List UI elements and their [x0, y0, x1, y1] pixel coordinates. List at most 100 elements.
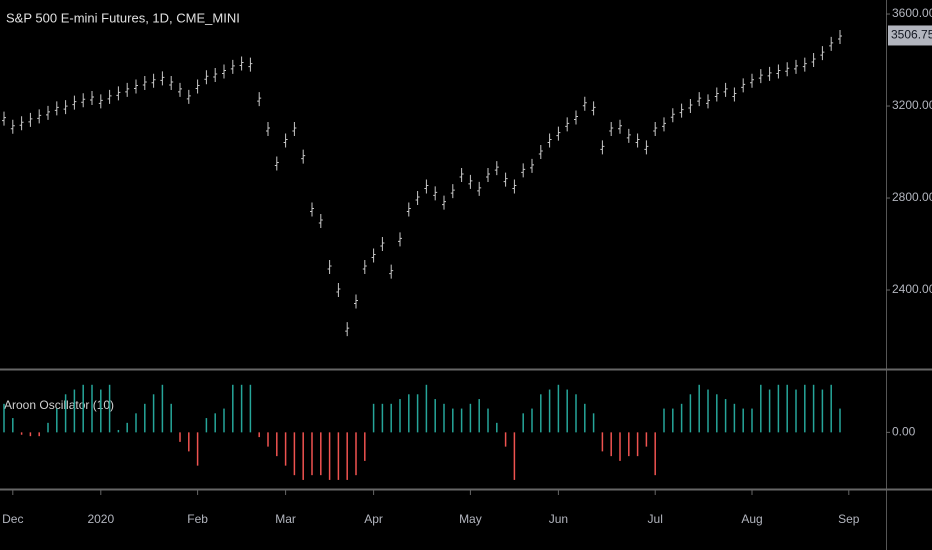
oscillator-bar	[760, 384, 762, 433]
price-bar	[547, 133, 552, 148]
price-bar-stroke	[72, 95, 77, 110]
price-bar	[354, 294, 358, 309]
price-bar	[389, 264, 394, 279]
price-bar-stroke	[257, 92, 262, 107]
price-bar	[503, 172, 508, 187]
oscillator-bar	[276, 432, 278, 457]
price-bar	[248, 57, 253, 72]
price-bar	[362, 260, 367, 275]
price-bar-stroke	[670, 108, 675, 123]
oscillator-bar	[724, 399, 727, 433]
oscillator-bar	[205, 418, 208, 433]
price-bar-stroke	[609, 122, 614, 137]
price-bar-stroke	[486, 168, 490, 183]
price-bar-stroke	[169, 76, 174, 91]
price-bar-stroke	[406, 202, 411, 217]
price-bar-stroke	[46, 105, 50, 120]
price-bar	[697, 92, 702, 107]
price-bar-stroke	[380, 237, 385, 252]
price-bar-stroke	[19, 116, 24, 131]
oscillator-bar	[91, 384, 93, 433]
price-bar	[530, 158, 534, 173]
chart-title: S&P 500 E-mini Futures, 1D, CME_MINI	[6, 10, 240, 25]
oscillator-bar	[267, 432, 269, 447]
oscillator-bar	[804, 384, 806, 433]
oscillator-bar	[223, 408, 225, 433]
price-bar	[81, 93, 86, 108]
price-bar	[556, 126, 561, 141]
price-bar-stroke	[222, 64, 226, 79]
price-bar	[142, 76, 147, 91]
price-bar	[186, 89, 191, 104]
price-bar-stroke	[741, 78, 746, 93]
oscillator-bar	[513, 432, 516, 480]
price-bar	[829, 36, 834, 51]
price-bar	[626, 128, 631, 143]
price-bar	[794, 59, 798, 74]
price-bar	[116, 86, 121, 101]
price-bar-stroke	[54, 101, 59, 116]
oscillator-bar	[73, 389, 76, 433]
price-bar	[477, 181, 482, 196]
oscillator-bar	[795, 389, 797, 433]
oscillator-bar	[469, 403, 472, 433]
oscillator-bar	[240, 384, 243, 433]
price-bar-stroke	[178, 82, 182, 97]
oscillator-bar	[654, 432, 656, 476]
price-bar	[433, 186, 438, 201]
price-bar-stroke	[626, 128, 631, 143]
oscillator-bar	[135, 413, 137, 433]
oscillator-bar	[531, 408, 533, 433]
price-bar	[811, 53, 816, 68]
price-bar-stroke	[415, 191, 420, 206]
price-bar-stroke	[37, 109, 42, 124]
oscillator-bar	[249, 384, 252, 433]
price-bar-stroke	[838, 30, 842, 45]
price-bar	[591, 101, 596, 116]
price-bar	[398, 232, 402, 247]
price-bar	[758, 69, 763, 84]
price-bar-stroke	[600, 140, 605, 155]
oscillator-bar	[487, 408, 489, 433]
price-bar-stroke	[98, 94, 103, 109]
price-bar	[468, 174, 473, 189]
oscillator-bar	[346, 432, 348, 480]
price-bar-stroke	[213, 67, 218, 82]
oscillator-bar	[302, 432, 304, 480]
price-bar-stroke	[389, 264, 394, 279]
price-bar	[2, 111, 6, 126]
price-bar	[714, 87, 719, 102]
price-bar	[37, 109, 42, 124]
oscillator-bar	[689, 394, 692, 433]
oscillator-bar	[592, 413, 595, 433]
price-bar-stroke	[714, 87, 719, 102]
price-bar	[653, 122, 658, 137]
price-bar	[195, 79, 200, 94]
price-bar	[169, 76, 174, 91]
y-tick-label: 3200.00	[892, 98, 932, 112]
price-bar-stroke	[151, 73, 156, 88]
oscillator-bar	[20, 432, 23, 435]
price-bar-stroke	[829, 36, 834, 51]
price-bar	[424, 179, 429, 194]
price-bar	[318, 214, 323, 229]
price-bar	[222, 64, 226, 79]
indicator-title: Aroon Oscillator (10)	[4, 398, 114, 412]
price-bar-stroke	[10, 119, 15, 134]
oscillator-bar	[214, 413, 216, 433]
oscillator-bar	[126, 422, 128, 433]
oscillator-bar	[284, 432, 287, 466]
price-bar	[310, 202, 314, 217]
oscillator-bar	[733, 403, 736, 433]
price-bar	[442, 195, 446, 210]
price-bar-stroke	[345, 322, 350, 337]
oscillator-bar	[311, 432, 313, 476]
price-bar	[72, 95, 77, 110]
price-bar-stroke	[679, 103, 684, 118]
price-bar-stroke	[512, 179, 517, 194]
price-bar	[10, 119, 15, 134]
x-tick-label: Aug	[741, 512, 762, 526]
y-tick-label: 2400.00	[892, 282, 932, 296]
price-bar-stroke	[811, 53, 816, 68]
last-price-box	[888, 25, 932, 46]
